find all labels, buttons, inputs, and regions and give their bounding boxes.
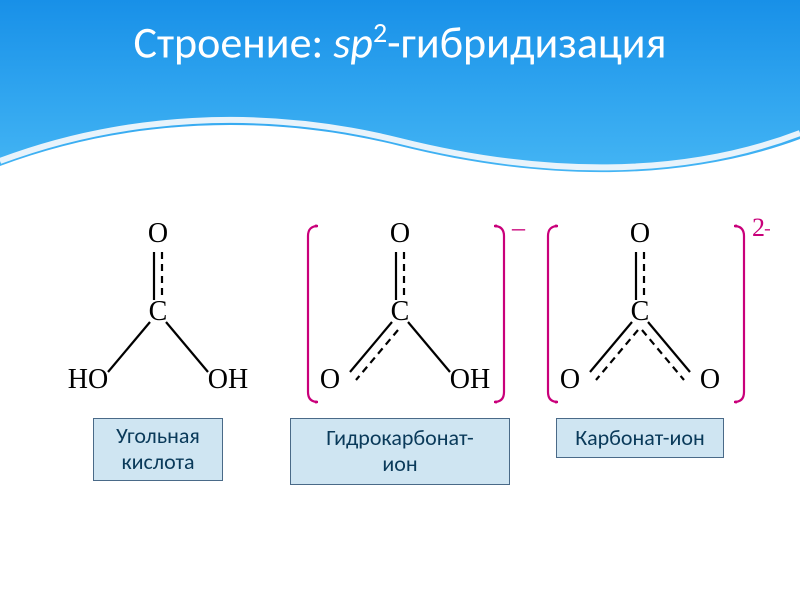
svg-text:OH: OH	[450, 364, 490, 395]
title-sup: 2	[373, 15, 387, 50]
title-prefix: Строение:	[134, 16, 334, 70]
svg-text:O: O	[700, 364, 720, 395]
svg-text:O: O	[148, 218, 168, 249]
svg-text:HO: HO	[68, 364, 108, 395]
slide-title: Строение: sp2-гибридизация	[0, 0, 800, 67]
molecule-carbonic-acid: O C HO OH	[48, 210, 288, 410]
molecule-block-carbonate: 2–OCOOКарбонат-ион	[530, 210, 750, 458]
molecule-hydrocarbonate: – O C O OH	[290, 210, 530, 410]
title-header: Строение: sp2-гибридизация	[0, 0, 800, 190]
svg-text:–: –	[511, 213, 526, 242]
svg-text:2–: 2–	[752, 213, 770, 242]
svg-text:O: O	[560, 364, 580, 395]
molecule-label-carbonate: Карбонат-ион	[556, 418, 724, 458]
svg-text:O: O	[630, 218, 650, 249]
title-sp: sp	[333, 16, 373, 70]
diagram-area: O C HO OH Угольнаякислота – O C O OH Гидрокарбонат…	[0, 210, 800, 580]
svg-text:OH: OH	[208, 364, 248, 395]
molecule-label-carbonic-acid: Угольнаякислота	[93, 418, 223, 481]
molecule-label-hydrocarbonate: Гидрокарбонат-ион	[290, 418, 510, 485]
molecule-block-carbonic-acid: O C HO OH Угольнаякислота	[48, 210, 268, 481]
svg-text:O: O	[390, 218, 410, 249]
molecule-carbonate: 2– O C O O	[530, 210, 770, 410]
title-suffix: -гибридизация	[387, 16, 666, 70]
svg-text:C: C	[149, 296, 168, 327]
svg-text:C: C	[631, 296, 650, 327]
svg-text:C: C	[391, 296, 410, 327]
molecule-block-hydrocarbonate: –OCOOHГидрокарбонат-ион	[290, 210, 510, 485]
wave-decoration	[0, 111, 800, 191]
svg-text:O: O	[320, 364, 340, 395]
